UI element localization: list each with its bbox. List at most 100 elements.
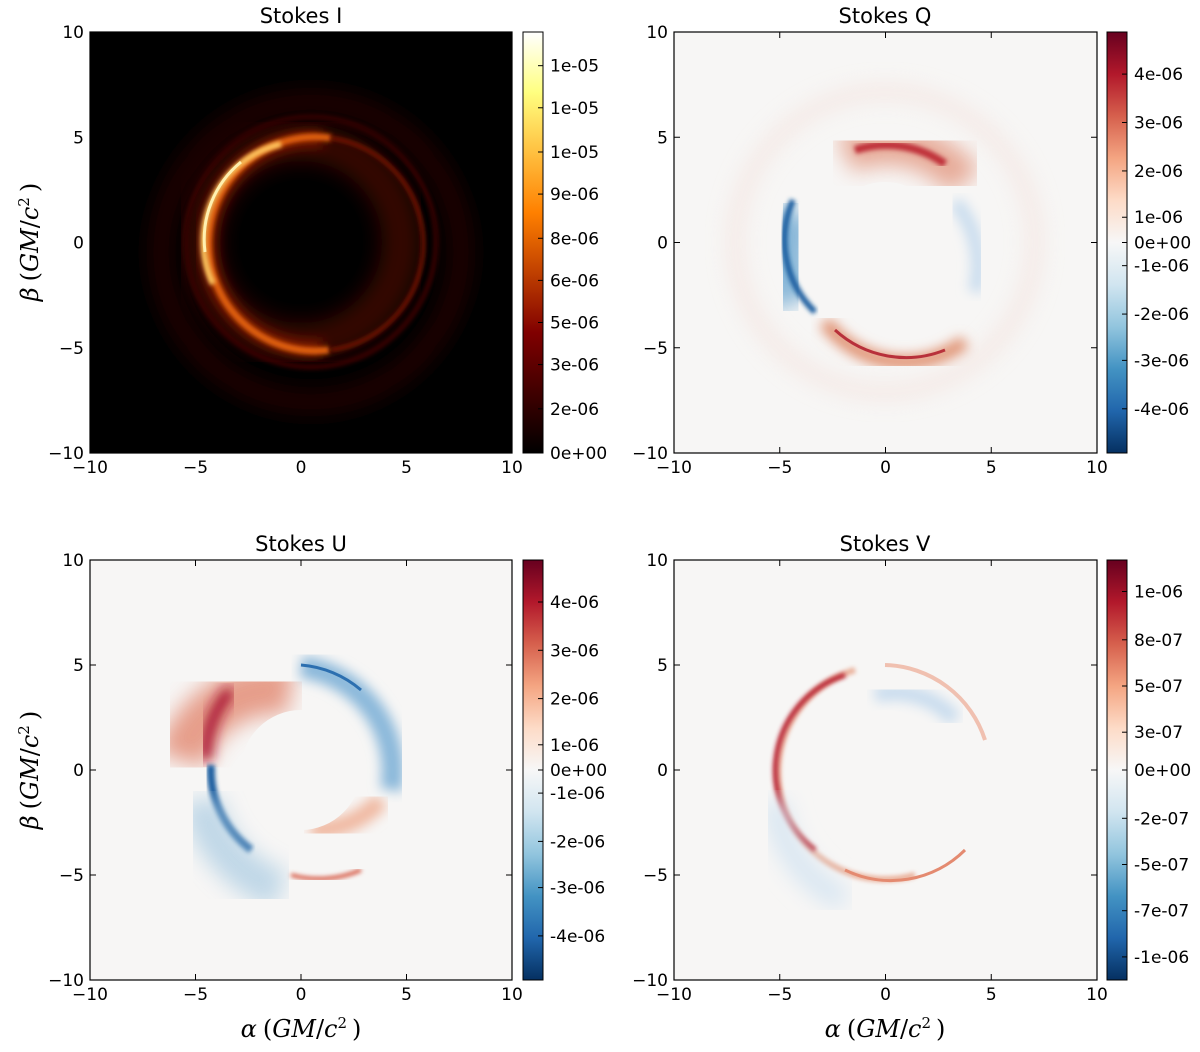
y-tick-label: 5 bbox=[73, 128, 84, 148]
colorbar-tick-label: -1e-06 bbox=[550, 784, 605, 804]
y-tick-label: 10 bbox=[646, 23, 668, 43]
colorbar-tick-label: -2e-06 bbox=[1134, 305, 1189, 325]
y-axis-label-top: β(GM/c2) bbox=[15, 183, 44, 302]
colorbar-tick-label: -2e-07 bbox=[1134, 809, 1189, 829]
y-tick-label: 10 bbox=[62, 551, 84, 571]
colorbar-tick-label: -1e-06 bbox=[1134, 948, 1189, 968]
y-tick-label: 0 bbox=[657, 761, 668, 781]
colorbar-tick-label: 3e-06 bbox=[550, 641, 599, 661]
x-tick-label: −5 bbox=[183, 458, 208, 478]
panel-title: Stokes V bbox=[840, 532, 931, 556]
x-tick-label: 0 bbox=[296, 458, 307, 478]
x-tick-label: −10 bbox=[72, 458, 108, 478]
colorbar-ticks: 4e-06 3e-06 2e-06 1e-06 0e+00 -1e-06 -2e-06 -3e… bbox=[538, 593, 607, 947]
svg-text:β(GM/c2): β(GM/c2) bbox=[15, 711, 44, 830]
panel-stokes-u: Stokes U −10 −5 0 5 10 10 5 0 −5 −10 4e-06 3e-06 2e… bbox=[48, 532, 607, 1005]
y-tick-label: 5 bbox=[657, 128, 668, 148]
y-tick-label: 5 bbox=[73, 656, 84, 676]
axis-ticks: −10 −5 0 5 10 10 5 0 −5 −10 bbox=[632, 23, 1108, 478]
colorbar-tick-label: 0e+00 bbox=[1134, 761, 1191, 781]
y-tick-label: −10 bbox=[632, 444, 668, 464]
colorbar-tick-label: -5e-07 bbox=[1134, 856, 1189, 876]
x-tick-label: −10 bbox=[656, 985, 692, 1005]
y-tick-label: 10 bbox=[62, 23, 84, 43]
svg-text:α(GM/c2): α (GM/c2) bbox=[825, 1014, 946, 1043]
colorbar-tick-label: -3e-06 bbox=[1134, 351, 1189, 371]
heatmap-image bbox=[674, 32, 1097, 453]
y-tick-label: −5 bbox=[59, 339, 84, 359]
colorbar-tick-label: 1e-05 bbox=[550, 99, 599, 119]
colorbar-tick-label: -3e-06 bbox=[550, 879, 605, 899]
colorbar-tick-label: 1e-06 bbox=[550, 736, 599, 756]
x-tick-label: 10 bbox=[501, 458, 523, 478]
x-tick-label: 0 bbox=[880, 458, 891, 478]
y-tick-label: −10 bbox=[48, 444, 84, 464]
colorbar bbox=[522, 31, 544, 454]
panel-title: Stokes U bbox=[255, 532, 347, 556]
colorbar-tick-label: 0e+00 bbox=[1134, 234, 1191, 254]
x-tick-label: −5 bbox=[767, 458, 792, 478]
x-tick-label: 10 bbox=[501, 985, 523, 1005]
y-tick-label: −5 bbox=[643, 866, 668, 886]
colorbar-tick-label: -4e-06 bbox=[1134, 400, 1189, 420]
heatmap-image bbox=[674, 560, 1097, 980]
y-axis-label-bottom: β(GM/c2) bbox=[15, 711, 44, 830]
y-tick-label: 0 bbox=[657, 234, 668, 254]
svg-text:β(GM/c2): β(GM/c2) bbox=[15, 183, 44, 302]
colorbar-tick-label: -4e-06 bbox=[550, 927, 605, 947]
x-axis-label-right: α (GM/c2) bbox=[825, 1014, 946, 1043]
y-tick-label: 0 bbox=[73, 234, 84, 254]
x-tick-label: −5 bbox=[767, 985, 792, 1005]
y-tick-label: −10 bbox=[48, 971, 84, 991]
colorbar-tick-label: 2e-06 bbox=[1134, 162, 1183, 182]
colorbar-tick-label: 1e-06 bbox=[1134, 583, 1183, 603]
panel-stokes-q: Stokes Q −10 −5 0 5 10 10 5 0 −5 −10 4e-06 3e-06 2e… bbox=[632, 4, 1191, 478]
x-tick-label: −10 bbox=[72, 985, 108, 1005]
colorbar-tick-label: 9e-06 bbox=[550, 185, 599, 205]
y-tick-label: −10 bbox=[632, 971, 668, 991]
colorbar-tick-label: 1e-05 bbox=[550, 143, 599, 163]
x-axis-label-left: α (GM/c2) bbox=[241, 1014, 362, 1043]
panel-title: Stokes I bbox=[260, 4, 343, 28]
x-tick-label: 0 bbox=[296, 985, 307, 1005]
x-tick-label: 5 bbox=[986, 985, 997, 1005]
y-tick-label: −5 bbox=[59, 866, 84, 886]
colorbar-tick-label: 2e-06 bbox=[550, 400, 599, 420]
colorbar-tick-label: 5e-07 bbox=[1134, 677, 1183, 697]
colorbar-tick-label: 3e-07 bbox=[1134, 723, 1183, 743]
colorbar-tick-label: -1e-06 bbox=[1134, 257, 1189, 277]
colorbar-tick-label: 3e-06 bbox=[550, 356, 599, 376]
x-tick-label: −10 bbox=[656, 458, 692, 478]
panel-stokes-v: Stokes V −10 −5 0 5 10 10 5 0 −5 −10 1e-06 8e-07 5e… bbox=[632, 532, 1191, 1005]
colorbar-tick-label: 5e-06 bbox=[550, 313, 599, 333]
axis-ticks: −10 −5 0 5 10 10 5 0 −5 −10 bbox=[632, 551, 1108, 1005]
colorbar-ticks: 4e-06 3e-06 2e-06 1e-06 0e+00 -1e-06 -2e-06 -3e… bbox=[1122, 65, 1191, 420]
x-tick-label: 5 bbox=[401, 458, 412, 478]
colorbar-ticks: 1e-06 8e-07 5e-07 3e-07 0e+00 -2e-07 -5e-07 -7e… bbox=[1122, 583, 1191, 968]
colorbar-tick-label: 6e-06 bbox=[550, 271, 599, 291]
y-tick-label: 0 bbox=[73, 761, 84, 781]
heatmap-image bbox=[90, 32, 512, 453]
axis-ticks: −10 −5 0 5 10 10 5 0 −5 −10 bbox=[48, 551, 523, 1005]
colorbar-tick-label: 0e+00 bbox=[550, 444, 607, 464]
axis-ticks: −10 −5 0 5 10 10 5 0 −5 −10 bbox=[48, 23, 523, 478]
colorbar-ticks: 1e-05 1e-05 1e-05 9e-06 8e-06 6e-06 5e-06 3e-06… bbox=[538, 57, 607, 464]
svg-text:α(GM/c2): α (GM/c2) bbox=[241, 1014, 362, 1043]
colorbar-tick-label: 1e-05 bbox=[550, 57, 599, 77]
colorbar-tick-label: 2e-06 bbox=[550, 690, 599, 710]
x-tick-label: 10 bbox=[1086, 985, 1108, 1005]
heatmap-image bbox=[90, 560, 512, 980]
colorbar-tick-label: -2e-06 bbox=[550, 832, 605, 852]
colorbar-tick-label: -7e-07 bbox=[1134, 902, 1189, 922]
x-tick-label: 5 bbox=[401, 985, 412, 1005]
y-tick-label: 10 bbox=[646, 551, 668, 571]
colorbar-tick-label: 1e-06 bbox=[1134, 208, 1183, 228]
colorbar-tick-label: 3e-06 bbox=[1134, 114, 1183, 134]
colorbar-tick-label: 4e-06 bbox=[550, 593, 599, 613]
colorbar-tick-label: 8e-06 bbox=[550, 229, 599, 249]
x-tick-label: −5 bbox=[183, 985, 208, 1005]
y-tick-label: 5 bbox=[657, 656, 668, 676]
x-tick-label: 5 bbox=[986, 458, 997, 478]
